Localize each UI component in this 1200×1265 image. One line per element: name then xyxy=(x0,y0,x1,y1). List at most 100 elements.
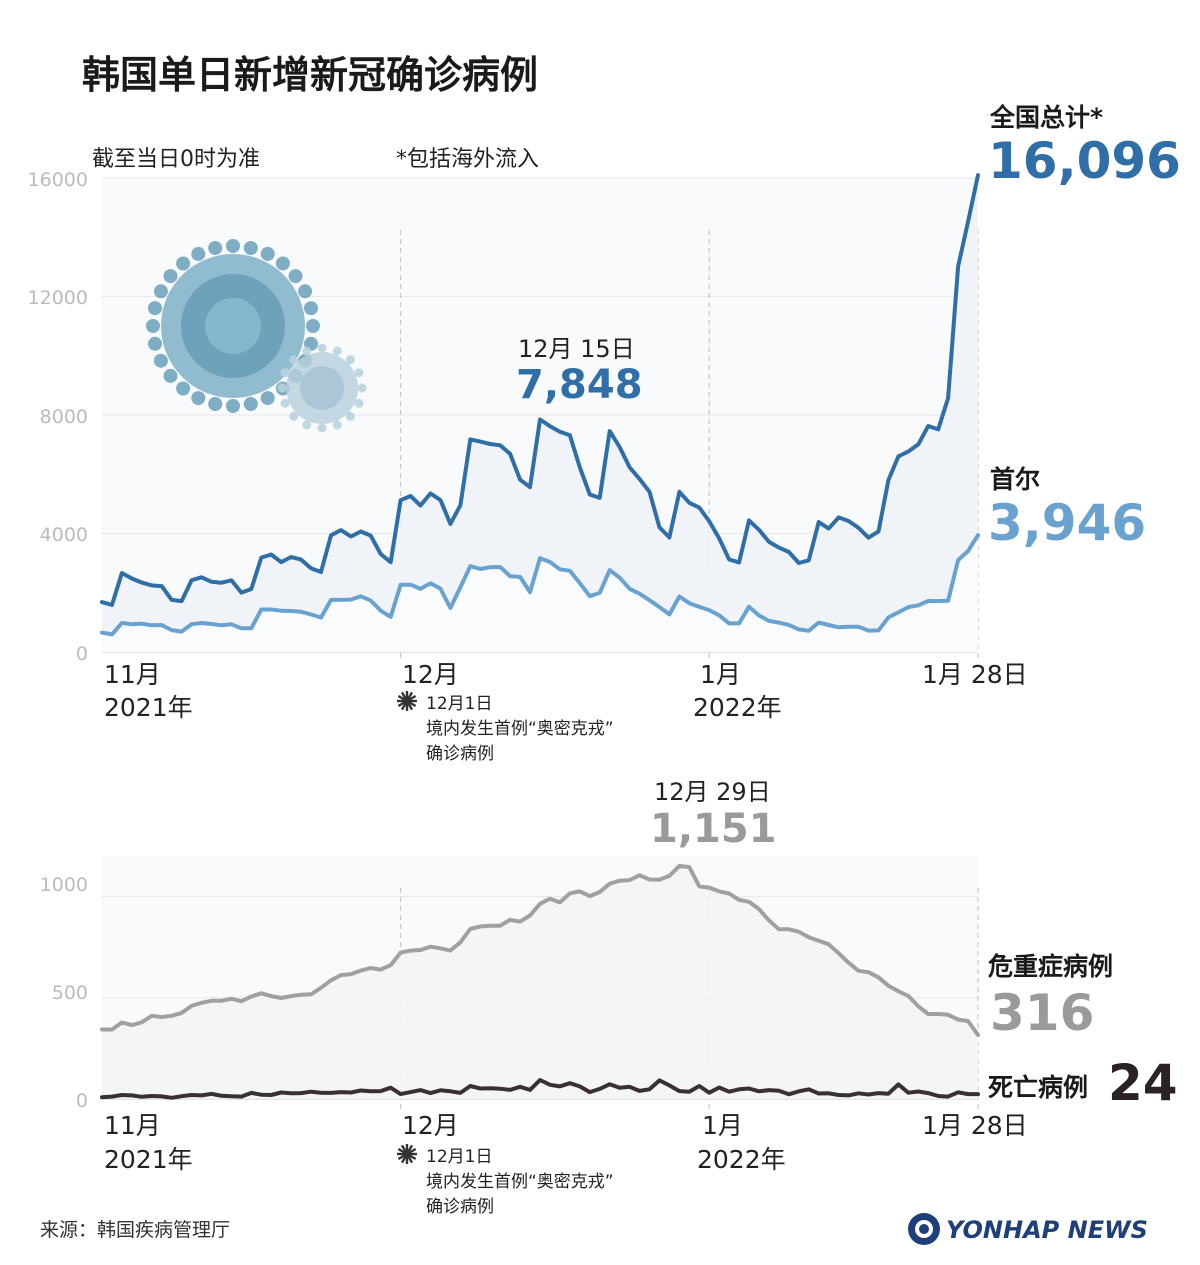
national-total-line-point xyxy=(777,546,781,549)
seoul-line-point xyxy=(518,575,522,579)
critical-cases-line-point xyxy=(399,951,402,954)
seoul-line-point xyxy=(409,583,412,586)
deaths-line-point xyxy=(170,1096,173,1100)
critical-cases-line-point xyxy=(240,1000,243,1003)
annotation-date: 12月1日 xyxy=(426,1147,492,1167)
deaths-line-point xyxy=(489,1087,492,1090)
deaths-line-point xyxy=(399,1092,402,1096)
seoul-line-point xyxy=(877,629,880,632)
deaths-line-point xyxy=(230,1095,233,1098)
national-total-line-point xyxy=(887,478,890,482)
national-total-line-point xyxy=(578,466,581,469)
national-total-line-point xyxy=(727,558,731,561)
deaths-line-point xyxy=(927,1091,930,1095)
deaths-line-point xyxy=(857,1092,860,1095)
national-total-line-point xyxy=(817,520,820,524)
national-total-line-point xyxy=(718,537,721,540)
critical-cases-line-point xyxy=(280,996,283,1000)
national-total-line-point xyxy=(419,504,422,507)
seoul-line-point xyxy=(369,599,372,602)
seoul-line-point xyxy=(638,592,641,595)
deaths-line-point xyxy=(200,1094,203,1097)
deaths-line-point xyxy=(807,1088,810,1091)
critical-cases-line-point xyxy=(658,878,661,881)
seoul-line-point xyxy=(618,576,621,579)
national-total-line-point xyxy=(508,452,512,455)
critical-cases-line-point xyxy=(140,1021,143,1024)
national-total-line-point xyxy=(230,579,233,582)
deaths-line-point xyxy=(518,1085,522,1089)
footnote: *包括海外流入 xyxy=(396,147,539,172)
critical-cases-line-point xyxy=(299,993,303,996)
critical-cases-line-point xyxy=(359,969,362,972)
seoul-line-point xyxy=(827,623,830,627)
deaths-line-point xyxy=(409,1090,412,1094)
deaths-line-point xyxy=(299,1091,303,1095)
national-total-line-point xyxy=(618,445,621,449)
deaths-line-point xyxy=(508,1088,512,1092)
critical-label: 危重症病例 xyxy=(988,952,1113,981)
bottom-peak-date: 12月 29日 xyxy=(654,778,771,806)
deaths-line-point xyxy=(718,1086,721,1089)
seoul-line-point xyxy=(528,590,532,594)
seoul-line-point xyxy=(698,605,701,609)
seoul-line-point xyxy=(568,569,572,572)
national-total-line-point xyxy=(966,220,970,224)
deaths-line-point xyxy=(847,1094,850,1097)
national-total-line-point xyxy=(120,571,124,575)
seoul-line-point xyxy=(757,614,761,617)
deaths-label: 死亡病例 xyxy=(988,1073,1088,1102)
seoul-line-point xyxy=(449,606,452,610)
deaths-line-point xyxy=(319,1091,323,1094)
critical-cases-line-point xyxy=(548,897,552,900)
national-total-line-point xyxy=(399,499,402,502)
deaths-line-point xyxy=(240,1095,243,1098)
y-tick-8000: 8000 xyxy=(40,406,88,428)
national-total-line-point xyxy=(857,526,860,529)
national-total-line-point xyxy=(240,591,243,594)
seoul-line-point xyxy=(250,627,253,630)
seoul-line-point xyxy=(389,615,392,619)
seoul-line-point xyxy=(588,595,591,598)
y-tick-16000: 16000 xyxy=(28,169,88,191)
seoul-line-point xyxy=(937,599,940,603)
national-total-line-point xyxy=(250,587,253,591)
critical-cases-line-point xyxy=(260,992,263,995)
critical-cases-line-point xyxy=(787,928,791,931)
seoul-line-point xyxy=(608,568,611,572)
deaths-line-point xyxy=(867,1093,870,1096)
deaths-value: 24 xyxy=(1108,1054,1178,1112)
seoul-line-point xyxy=(439,587,442,590)
logo-text: YONHAP NEWS xyxy=(946,1216,1148,1244)
deaths-line-point xyxy=(150,1094,153,1098)
critical-cases-line-point xyxy=(668,874,671,877)
national-total-line-point xyxy=(867,536,870,539)
deaths-line-point xyxy=(956,1091,960,1094)
seoul-line-point xyxy=(499,565,502,569)
deaths-line-point xyxy=(339,1090,343,1094)
critical-cases-line-point xyxy=(648,878,651,881)
seoul-line-point xyxy=(270,608,273,611)
deaths-line-point xyxy=(757,1090,761,1093)
seoul-line-point xyxy=(747,605,751,608)
deaths-line-point xyxy=(598,1087,601,1091)
deaths-line-point xyxy=(727,1090,731,1093)
deaths-line-point xyxy=(100,1096,104,1099)
annotation-line1: 境内发生首例“奥密克戎” xyxy=(426,1172,614,1192)
critical-cases-line-point xyxy=(349,972,353,976)
critical-area-fill xyxy=(102,865,978,1099)
deaths-line-point xyxy=(190,1093,193,1097)
critical-cases-line-point xyxy=(449,949,452,952)
seoul-line-point xyxy=(180,630,183,633)
deaths-line-point xyxy=(280,1091,283,1094)
critical-cases-line-point xyxy=(638,874,641,877)
critical-value: 316 xyxy=(990,984,1094,1042)
critical-cases-line-point xyxy=(170,1014,173,1017)
critical-cases-line-point xyxy=(698,885,701,888)
y-tick-0-bottom: 0 xyxy=(76,1090,88,1112)
seoul-area-fill xyxy=(102,535,978,652)
seoul-line-point xyxy=(100,631,104,634)
seoul-line-point xyxy=(260,608,263,611)
critical-cases-line-point xyxy=(499,924,502,927)
national-total-line-point xyxy=(349,535,353,538)
